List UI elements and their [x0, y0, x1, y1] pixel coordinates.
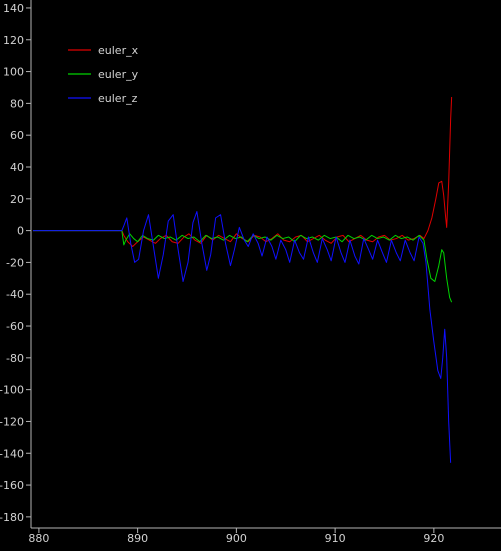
- x-tick-label: 890: [127, 532, 148, 545]
- y-tick-label: 140: [3, 2, 24, 15]
- series-layer: [32, 96, 453, 463]
- y-tick-label: 80: [10, 97, 24, 110]
- y-tick-label: 120: [3, 34, 24, 47]
- y-tick-label: -20: [6, 256, 24, 269]
- y-tick-label: -80: [6, 352, 24, 365]
- y-tick-label: 0: [17, 225, 24, 238]
- y-tick-label: -60: [6, 320, 24, 333]
- y-tick-label: -100: [0, 384, 24, 397]
- y-tick-label: -40: [6, 288, 24, 301]
- legend-label-euler-z: euler_z: [98, 92, 138, 105]
- x-tick-label: 910: [325, 532, 346, 545]
- x-tick-label: 920: [423, 532, 444, 545]
- y-tick-label: 60: [10, 129, 24, 142]
- x-ticks: 880 890 900 910 920: [28, 528, 444, 545]
- series-line-euler-z: [32, 211, 452, 463]
- y-tick-label: 20: [10, 193, 24, 206]
- series-line-euler-x: [32, 96, 453, 248]
- y-tick-label: -140: [0, 447, 24, 460]
- x-tick-label: 880: [28, 532, 49, 545]
- series-line-euler-y: [32, 230, 453, 303]
- x-tick-label: 900: [226, 532, 247, 545]
- legend: euler_x euler_y euler_z: [68, 44, 139, 105]
- y-tick-label: -120: [0, 415, 24, 428]
- y-tick-label: -160: [0, 479, 24, 492]
- y-tick-label: -180: [0, 511, 24, 524]
- y-tick-label: 40: [10, 161, 24, 174]
- y-tick-label: 100: [3, 66, 24, 79]
- y-ticks: 140 120 100 80 60 40 20 0 -20 -40 -60 -80 -100 -120 -1…: [0, 2, 31, 524]
- legend-label-euler-x: euler_x: [98, 44, 139, 57]
- legend-label-euler-y: euler_y: [98, 68, 139, 81]
